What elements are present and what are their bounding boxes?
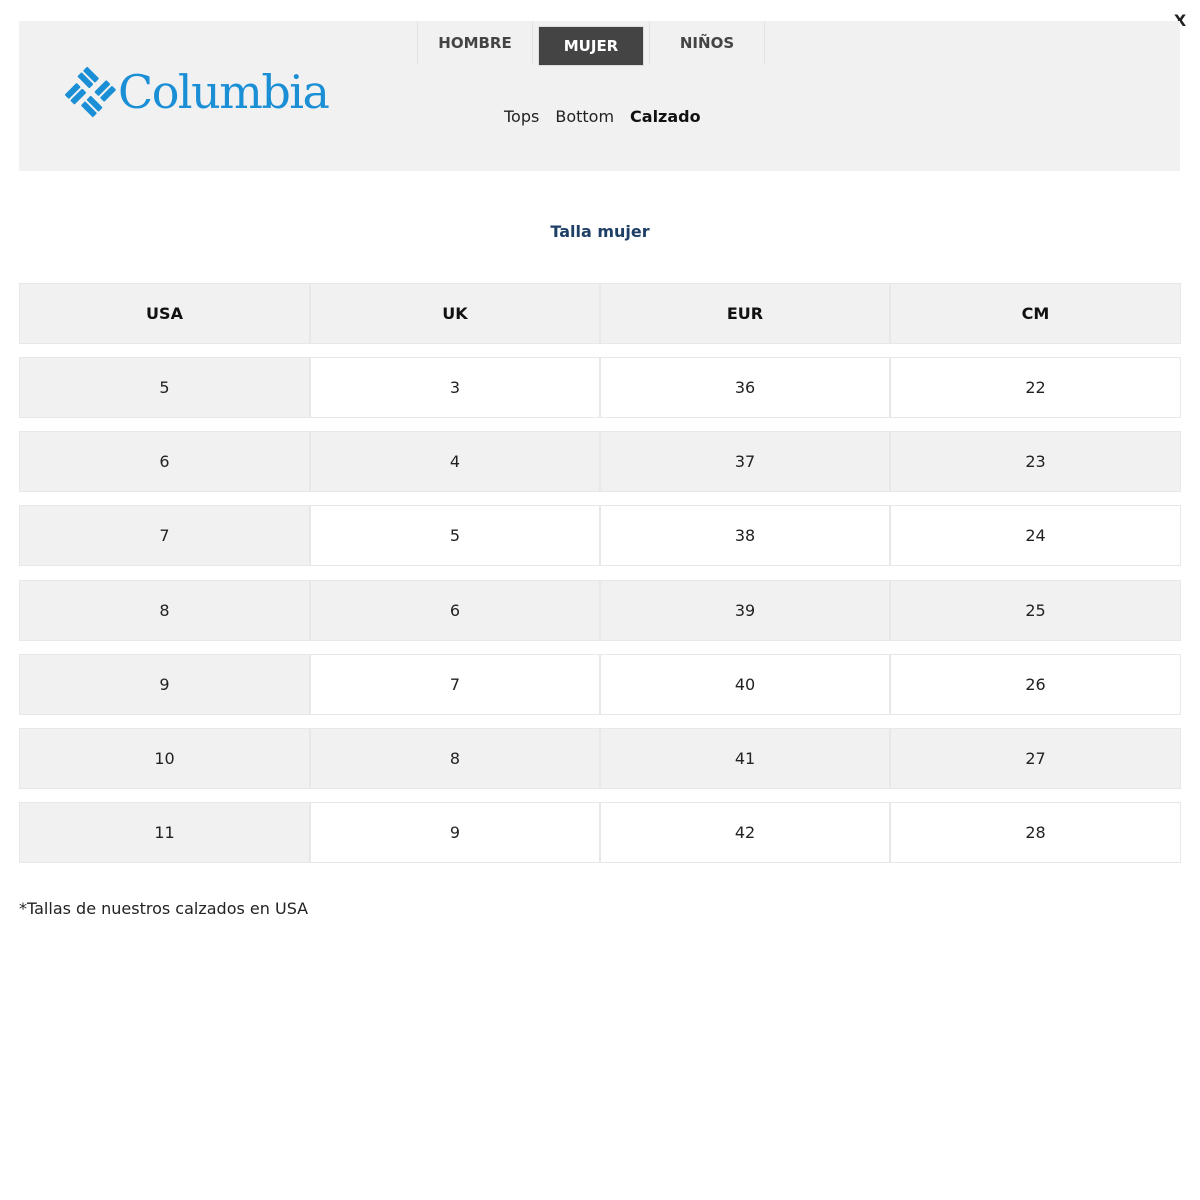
table-cell: 6 — [310, 580, 600, 641]
table-cell: 22 — [890, 357, 1181, 418]
table-cell: 3 — [310, 357, 600, 418]
table-row: 7 5 38 24 — [19, 505, 1181, 566]
subnav-bottom[interactable]: Bottom — [555, 107, 615, 126]
table-cell: 6 — [19, 431, 310, 492]
table-cell: 9 — [19, 654, 310, 715]
column-header: EUR — [600, 283, 890, 344]
columbia-logo: Columbia — [64, 65, 330, 119]
table-row: 6 4 37 23 — [19, 431, 1181, 492]
subnav-tops[interactable]: Tops — [504, 107, 540, 126]
table-cell: 9 — [310, 802, 600, 863]
footnote: *Tallas de nuestros calzados en USA — [19, 899, 309, 918]
table-cell: 25 — [890, 580, 1181, 641]
table-cell: 4 — [310, 431, 600, 492]
page-title: Talla mujer — [550, 222, 650, 241]
gender-tabs: HOMBRE MUJER NIÑOS — [417, 21, 766, 66]
table-cell: 5 — [310, 505, 600, 566]
table-cell: 28 — [890, 802, 1181, 863]
table-cell: 10 — [19, 728, 310, 789]
brand-name: Columbia — [118, 65, 330, 119]
table-cell: 40 — [600, 654, 890, 715]
tab-mujer[interactable]: MUJER — [538, 26, 644, 66]
table-cell: 38 — [600, 505, 890, 566]
column-header: USA — [19, 283, 310, 344]
column-header: UK — [310, 283, 600, 344]
table-cell: 7 — [310, 654, 600, 715]
table-cell: 41 — [600, 728, 890, 789]
table-cell: 42 — [600, 802, 890, 863]
table-cell: 7 — [19, 505, 310, 566]
table-cell: 39 — [600, 580, 890, 641]
table-row: 9 7 40 26 — [19, 654, 1181, 715]
table-cell: 23 — [890, 431, 1181, 492]
table-header-row: USA UK EUR CM — [19, 283, 1181, 344]
table-row: 8 6 39 25 — [19, 580, 1181, 641]
category-nav: Tops Bottom Calzado — [504, 107, 701, 126]
table-cell: 11 — [19, 802, 310, 863]
header: Columbia HOMBRE MUJER NIÑOS Tops Bottom … — [19, 21, 1180, 171]
columbia-diamond-icon — [64, 66, 116, 118]
table-row: 11 9 42 28 — [19, 802, 1181, 863]
table-cell: 8 — [19, 580, 310, 641]
tab-hombre[interactable]: HOMBRE — [417, 21, 533, 64]
table-row: 5 3 36 22 — [19, 357, 1181, 418]
tab-ninos[interactable]: NIÑOS — [649, 21, 765, 64]
table-cell: 27 — [890, 728, 1181, 789]
table-cell: 5 — [19, 357, 310, 418]
table-cell: 37 — [600, 431, 890, 492]
subnav-calzado[interactable]: Calzado — [630, 107, 701, 126]
table-cell: 24 — [890, 505, 1181, 566]
table-row: 10 8 41 27 — [19, 728, 1181, 789]
table-cell: 36 — [600, 357, 890, 418]
table-cell: 8 — [310, 728, 600, 789]
column-header: CM — [890, 283, 1181, 344]
table-cell: 26 — [890, 654, 1181, 715]
